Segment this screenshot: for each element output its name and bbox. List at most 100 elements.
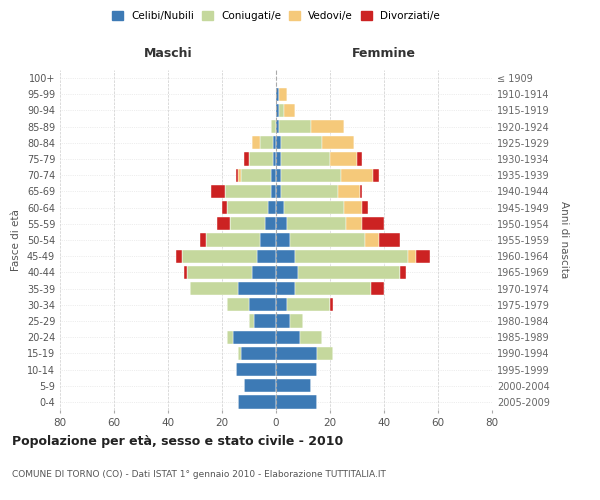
Bar (276, 379, 311, 392)
Bar (276, 152, 281, 166)
Bar (408, 250, 416, 263)
Bar (241, 168, 271, 182)
Bar (365, 234, 379, 246)
Y-axis label: Fasce di età: Fasce di età (11, 209, 21, 271)
Bar (276, 88, 278, 101)
Bar (249, 298, 276, 312)
Bar (276, 363, 317, 376)
Bar (357, 152, 362, 166)
Bar (271, 120, 276, 134)
Bar (268, 201, 276, 214)
Bar (241, 346, 276, 360)
Bar (244, 379, 276, 392)
Bar (274, 136, 276, 149)
Bar (276, 185, 281, 198)
Legend: Celibi/Nubili, Coniugati/e, Vedovi/e, Divorziati/e: Celibi/Nubili, Coniugati/e, Vedovi/e, Di… (109, 8, 443, 24)
Bar (330, 152, 357, 166)
Bar (290, 314, 303, 328)
Bar (257, 250, 276, 263)
Bar (235, 168, 238, 182)
Bar (287, 298, 330, 312)
Bar (206, 234, 260, 246)
Bar (227, 201, 268, 214)
Bar (254, 314, 276, 328)
Bar (225, 185, 271, 198)
Bar (281, 168, 341, 182)
Bar (276, 201, 284, 214)
Bar (278, 120, 311, 134)
Text: Maschi: Maschi (143, 48, 193, 60)
Bar (341, 168, 373, 182)
Bar (360, 185, 362, 198)
Bar (346, 217, 362, 230)
Text: Femmine: Femmine (352, 48, 416, 60)
Bar (217, 217, 230, 230)
Bar (211, 185, 224, 198)
Bar (238, 168, 241, 182)
Bar (200, 234, 206, 246)
Bar (222, 201, 227, 214)
Bar (373, 168, 379, 182)
Bar (287, 217, 346, 230)
Bar (276, 120, 278, 134)
Bar (276, 396, 317, 408)
Bar (227, 298, 249, 312)
Bar (182, 250, 257, 263)
Bar (276, 250, 295, 263)
Bar (238, 282, 276, 295)
Bar (276, 282, 295, 295)
Bar (281, 152, 330, 166)
Bar (379, 234, 400, 246)
Bar (235, 363, 276, 376)
Bar (400, 266, 406, 279)
Bar (338, 185, 360, 198)
Bar (295, 282, 371, 295)
Bar (176, 250, 182, 263)
Bar (276, 234, 290, 246)
Bar (252, 266, 276, 279)
Y-axis label: Anni di nascita: Anni di nascita (559, 202, 569, 278)
Bar (184, 266, 187, 279)
Bar (244, 152, 249, 166)
Bar (362, 217, 384, 230)
Bar (278, 88, 287, 101)
Bar (343, 201, 362, 214)
Bar (276, 104, 278, 117)
Bar (317, 346, 332, 360)
Bar (298, 266, 400, 279)
Bar (265, 217, 276, 230)
Bar (238, 396, 276, 408)
Bar (284, 201, 343, 214)
Bar (281, 136, 322, 149)
Bar (281, 185, 338, 198)
Bar (276, 298, 287, 312)
Bar (330, 298, 332, 312)
Bar (284, 104, 295, 117)
Bar (190, 282, 238, 295)
Bar (227, 330, 233, 344)
Text: Popolazione per età, sesso e stato civile - 2010: Popolazione per età, sesso e stato civil… (12, 435, 343, 448)
Bar (322, 136, 354, 149)
Bar (276, 217, 287, 230)
Bar (276, 136, 281, 149)
Bar (187, 266, 252, 279)
Bar (290, 234, 365, 246)
Bar (278, 104, 284, 117)
Bar (295, 250, 408, 263)
Bar (271, 168, 276, 182)
Bar (230, 217, 265, 230)
Bar (274, 152, 276, 166)
Bar (276, 168, 281, 182)
Bar (260, 234, 276, 246)
Bar (249, 314, 254, 328)
Bar (276, 346, 317, 360)
Bar (260, 136, 274, 149)
Bar (238, 346, 241, 360)
Bar (249, 152, 274, 166)
Bar (276, 330, 301, 344)
Bar (276, 314, 290, 328)
Bar (233, 330, 276, 344)
Bar (311, 120, 343, 134)
Bar (276, 266, 298, 279)
Bar (416, 250, 430, 263)
